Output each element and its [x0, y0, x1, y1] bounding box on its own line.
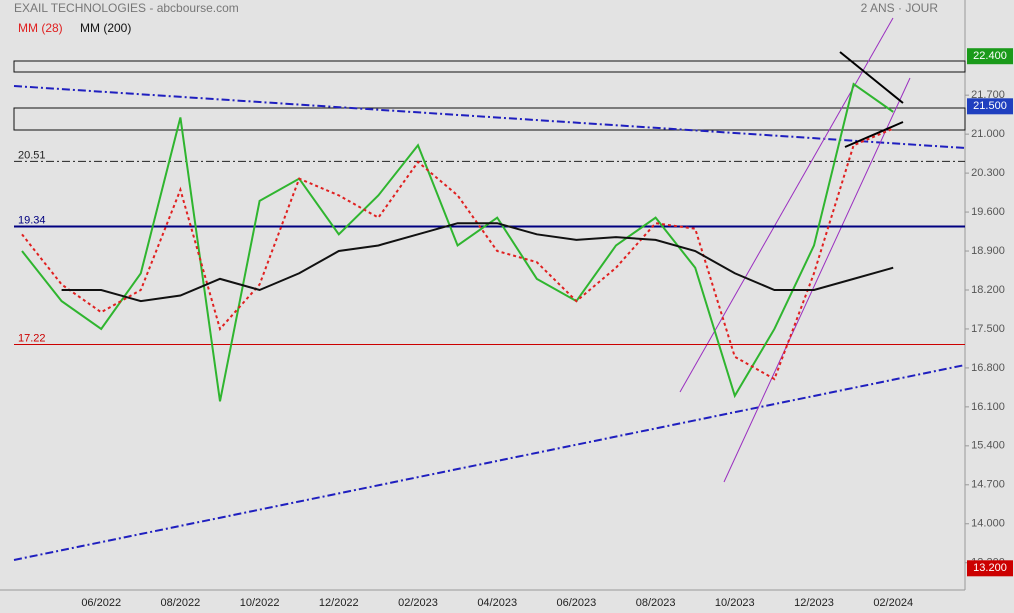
y-tick-label: 19.600 [971, 206, 1005, 218]
x-tick-label: 04/2023 [477, 597, 517, 609]
triangle [844, 121, 904, 148]
legend-label: MM (28) [18, 21, 63, 35]
zone-box [13, 60, 966, 73]
level-label: 19.34 [18, 214, 46, 226]
price-marker-label: 13.200 [973, 562, 1007, 574]
y-tick-label: 21.700 [971, 89, 1005, 101]
x-tick-label: 02/2023 [398, 597, 438, 609]
chart-title: EXAIL TECHNOLOGIES - abcbourse.com [14, 1, 239, 15]
y-tick-label: 15.400 [971, 440, 1005, 452]
x-tick-label: 02/2024 [873, 597, 913, 609]
y-tick-label: 18.900 [971, 245, 1005, 257]
x-tick-label: 12/2022 [319, 597, 359, 609]
level-label: 20.51 [18, 149, 46, 161]
subtitle: 2 ANS · JOUR [861, 1, 939, 15]
x-tick-label: 08/2023 [636, 597, 676, 609]
x-tick-label: 06/2022 [81, 597, 121, 609]
level-label: 17.22 [18, 332, 46, 344]
price-marker-label: 22.400 [973, 50, 1007, 62]
x-tick-label: 10/2022 [240, 597, 280, 609]
y-tick-label: 14.700 [971, 479, 1005, 491]
x-tick-label: 08/2022 [161, 597, 201, 609]
x-tick-label: 12/2023 [794, 597, 834, 609]
ma-line [21, 127, 894, 381]
x-tick-label: 06/2023 [557, 597, 597, 609]
y-tick-label: 18.200 [971, 284, 1005, 296]
price-marker [967, 98, 1013, 115]
y-tick-label: 16.800 [971, 362, 1005, 374]
price-marker [967, 48, 1013, 65]
price-marker-label: 21.500 [973, 100, 1007, 112]
y-tick-label: 20.300 [971, 167, 1005, 179]
channel [723, 77, 911, 483]
y-tick-label: 14.000 [971, 518, 1005, 530]
legend-label: MM (200) [80, 21, 131, 35]
x-tick-label: 10/2023 [715, 597, 755, 609]
zone-box [13, 107, 966, 131]
price-line [21, 82, 894, 402]
price-marker [967, 560, 1013, 577]
triangle [839, 51, 904, 104]
trendline [13, 364, 966, 561]
channel [679, 17, 894, 393]
trendline [13, 85, 966, 149]
ma-line [61, 222, 894, 303]
y-tick-label: 21.000 [971, 128, 1005, 140]
y-tick-label: 16.100 [971, 401, 1005, 413]
y-tick-label: 17.500 [971, 323, 1005, 335]
